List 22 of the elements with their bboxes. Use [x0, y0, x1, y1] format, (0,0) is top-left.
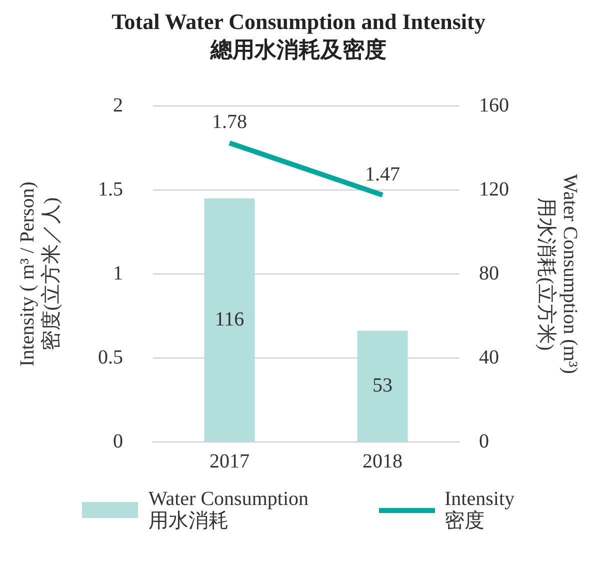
y-tick-label: 1.5 — [98, 178, 123, 200]
data-label: 1.47 — [365, 163, 400, 186]
legend-label: Water Consumption 用水消耗 — [148, 488, 309, 532]
y-tick-label: 0.5 — [98, 346, 123, 368]
y2-tick-label: 40 — [479, 346, 499, 368]
y2-tick-label: 120 — [479, 178, 509, 200]
y2-tick-label: 80 — [479, 262, 499, 284]
chart-title: Total Water Consumption and Intensity — [110, 8, 486, 36]
x-tick-label: 2017 — [210, 450, 250, 472]
x-tick-label: 2018 — [362, 450, 402, 472]
data-label: 53 — [372, 374, 392, 397]
y2-tick-label: 0 — [479, 430, 489, 452]
data-label: 1.78 — [212, 111, 247, 134]
y-tick-label: 0 — [113, 430, 123, 452]
y2-axis-title: Water Consumption (m³) 用水消耗(立方米) — [534, 174, 581, 374]
chart-subtitle: 總用水消耗及密度 — [209, 36, 388, 64]
y2-tick-label: 160 — [479, 94, 509, 116]
data-label: 116 — [214, 308, 244, 330]
y-tick-label: 2 — [113, 94, 123, 116]
legend-label: Intensity 密度 — [444, 488, 515, 532]
y-axis-title: Intensity ( m³ / Person) 密度(立方米／人) — [16, 182, 62, 366]
y-tick-label: 1 — [113, 262, 123, 284]
